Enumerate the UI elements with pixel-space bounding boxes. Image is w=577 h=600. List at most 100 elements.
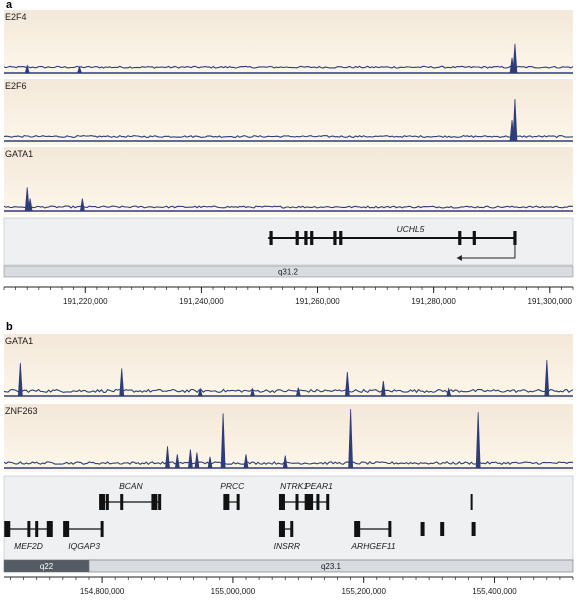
exon: [304, 494, 308, 510]
signal-peak: [295, 387, 301, 397]
panel-b-label: b: [6, 321, 13, 333]
signal-peak: [446, 387, 452, 397]
signal-peak: [165, 446, 170, 469]
track-bg: [4, 10, 573, 77]
signal-peak: [197, 387, 203, 397]
signal-line: [3, 205, 574, 209]
exon: [63, 521, 70, 537]
signal-peak: [475, 412, 481, 469]
exon: [472, 231, 476, 245]
signal-peak: [282, 455, 288, 469]
exon: [388, 521, 392, 537]
exon: [304, 231, 308, 245]
exon: [151, 494, 158, 510]
gene-label-uchl5: UCHL5: [396, 224, 424, 234]
signal-peak: [380, 380, 386, 397]
signal-peak: [24, 64, 30, 74]
band-label-q22: q22: [40, 562, 54, 571]
exon: [105, 494, 109, 510]
exon: [158, 494, 162, 510]
exon: [295, 494, 299, 510]
x-tick-label: 155,400,000: [472, 587, 517, 596]
signal-peak: [344, 371, 350, 397]
exon: [354, 521, 361, 537]
strand-arrowhead: [456, 255, 462, 261]
gene-label-mef2d: MEF2D: [14, 541, 43, 551]
track-label-gata1: GATA1: [5, 149, 33, 159]
x-tick-label: 191,220,000: [63, 297, 108, 306]
exon: [471, 522, 476, 536]
signal-peak: [348, 409, 354, 469]
exon: [470, 494, 473, 510]
track-label-e2f6: E2F6: [5, 81, 27, 91]
exon: [278, 494, 285, 510]
exon: [458, 231, 462, 245]
gene-label-prcc: PRCC: [220, 481, 245, 491]
signal-peak: [207, 456, 213, 469]
band-label-q23-1: q23.1: [321, 562, 342, 571]
strand-arrow: [456, 242, 516, 259]
exon: [310, 231, 314, 245]
gene-label-insrr: INSRR: [274, 541, 300, 551]
exon: [4, 521, 11, 537]
exon: [35, 521, 39, 537]
signal-peak: [512, 43, 518, 74]
signal-peak: [119, 368, 125, 397]
signal-peak: [24, 187, 30, 212]
gene-label-bcan: BCAN: [119, 481, 143, 491]
signal-line: [3, 388, 574, 394]
chromosome-band-q23-1: [88, 559, 574, 573]
x-tick-label: 155,000,000: [211, 587, 256, 596]
x-tick-label: 155,200,000: [341, 587, 386, 596]
exon: [307, 494, 314, 510]
gene-panel: [3, 217, 574, 266]
exon: [223, 494, 230, 510]
signal-peak: [544, 359, 550, 397]
track-bg: [4, 147, 573, 215]
gene-label-pear1: PEAR1: [305, 481, 333, 491]
gene-label-iqgap3: IQGAP3: [68, 541, 100, 551]
exon: [339, 231, 343, 245]
signal-peak: [174, 454, 180, 469]
x-tick-label: 191,300,000: [528, 297, 573, 306]
signal-line: [3, 134, 574, 139]
track-label-gata1: GATA1: [5, 336, 33, 346]
exon: [99, 494, 106, 510]
exon: [513, 231, 517, 245]
chromosome-band: [3, 265, 574, 278]
exon: [269, 231, 273, 245]
signal-peak: [243, 454, 249, 469]
panel-a-label: a: [6, 0, 13, 11]
exon: [440, 522, 445, 536]
signal-peak: [27, 198, 33, 212]
track-znf263: ZNF263: [3, 404, 574, 472]
exon: [278, 521, 285, 537]
signal-peak: [509, 119, 515, 142]
signal-peak: [194, 452, 200, 469]
signal-peak: [512, 98, 518, 142]
track-label-e2f4: E2F4: [5, 12, 27, 22]
x-tick-label: 191,280,000: [411, 297, 456, 306]
band-label-q31-2: q31.2: [278, 268, 299, 277]
signal-line: [3, 65, 574, 69]
gene-panel: [3, 475, 574, 561]
signal-peak: [250, 387, 256, 397]
x-tick-label: 191,260,000: [295, 297, 340, 306]
gene-label-arhgef11: ARHGEF11: [350, 541, 396, 551]
track-gata1: GATA1: [3, 334, 574, 400]
exon: [120, 494, 124, 510]
signal-peak: [76, 65, 83, 74]
x-tick-label: 154,800,000: [80, 587, 125, 596]
exon: [420, 522, 425, 536]
exon: [46, 521, 53, 537]
exon: [326, 494, 330, 510]
exon: [27, 521, 31, 537]
signal-peak: [509, 57, 515, 74]
exon: [236, 494, 240, 510]
exon: [333, 231, 337, 245]
x-tick-label: 191,240,000: [179, 297, 224, 306]
track-bg: [4, 79, 573, 145]
signal-peak: [220, 413, 226, 469]
